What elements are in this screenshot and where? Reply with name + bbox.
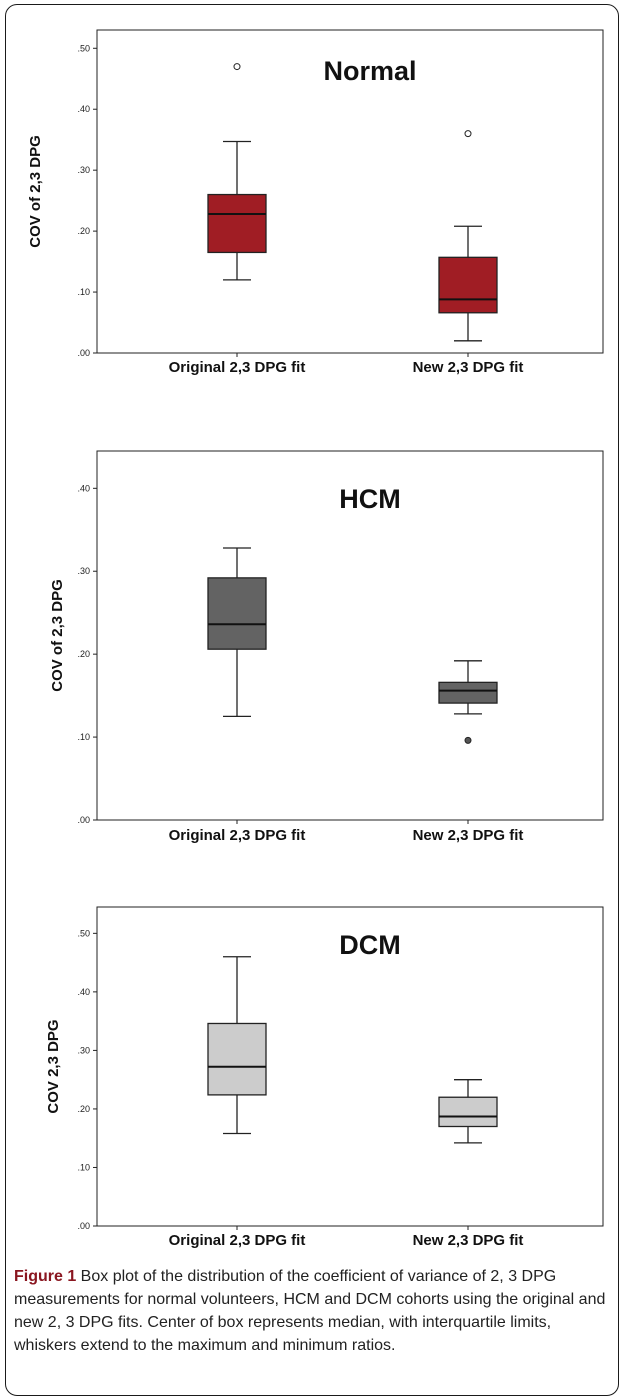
y-tick-label: .20	[77, 649, 90, 659]
x-category-label: New 2,3 DPG fit	[413, 827, 524, 844]
iqr-box	[438, 681, 498, 704]
outlier-point	[233, 63, 241, 71]
iqr-box	[207, 577, 267, 650]
chart-panel-3: DCM .00 .10 .20 .30 .40 .50 COV 2,3 DPG Original…	[45, 906, 604, 1249]
y-tick-label: .10	[77, 1162, 90, 1172]
y-tick-label: .40	[77, 483, 90, 493]
iqr-box	[438, 1096, 498, 1128]
chart-title: Normal	[323, 56, 416, 86]
y-tick-label: .10	[77, 732, 90, 742]
x-category-label: Original 2,3 DPG fit	[169, 359, 306, 376]
outlier-point	[464, 736, 472, 744]
y-axis-label: COV of 2,3 DPG	[49, 579, 66, 692]
chart-title: DCM	[339, 930, 401, 960]
figure-caption-label: Figure 1	[14, 1268, 77, 1285]
y-tick-label: .00	[77, 1221, 90, 1231]
outlier-point	[464, 130, 472, 138]
y-tick-label: .50	[77, 928, 90, 938]
chart-panel-2: HCM .00 .10 .20 .30 .40 COV of 2,3 DPG Original…	[49, 450, 604, 844]
figure-caption-text: Box plot of the distribution of the coef…	[14, 1268, 606, 1354]
chart-panel-1: Normal .00 .10 .20 .30 .40 .50 COV of 2,3 DPG Or…	[27, 29, 604, 376]
plot-area	[96, 29, 604, 354]
y-tick-label: .30	[77, 1045, 90, 1055]
y-tick-label: .30	[77, 566, 90, 576]
x-category-label: Original 2,3 DPG fit	[169, 1232, 306, 1249]
y-tick-label: .20	[77, 226, 90, 236]
y-axis-label: COV 2,3 DPG	[45, 1019, 62, 1113]
x-category-label: New 2,3 DPG fit	[413, 359, 524, 376]
plot-area	[96, 450, 604, 821]
x-category-label: Original 2,3 DPG fit	[169, 827, 306, 844]
iqr-box	[207, 1022, 267, 1096]
y-tick-label: .40	[77, 104, 90, 114]
y-tick-label: .30	[77, 165, 90, 175]
figure-frame	[5, 4, 619, 1396]
x-category-label: New 2,3 DPG fit	[413, 1232, 524, 1249]
y-tick-label: .40	[77, 987, 90, 997]
y-tick-label: .20	[77, 1104, 90, 1114]
plot-area	[96, 906, 604, 1227]
figure-caption: Figure 1 Box plot of the distribution of…	[14, 1265, 612, 1357]
y-tick-label: .00	[77, 348, 90, 358]
y-tick-label: .00	[77, 815, 90, 825]
iqr-box	[207, 193, 267, 254]
y-tick-label: .50	[77, 43, 90, 53]
y-axis-label: COV of 2,3 DPG	[27, 135, 44, 248]
chart-title: HCM	[339, 484, 401, 514]
box-plot-figure: Normal .00 .10 .20 .30 .40 .50 COV of 2,3 DPG Or…	[27, 29, 604, 1249]
iqr-box	[438, 256, 498, 314]
y-tick-label: .10	[77, 287, 90, 297]
